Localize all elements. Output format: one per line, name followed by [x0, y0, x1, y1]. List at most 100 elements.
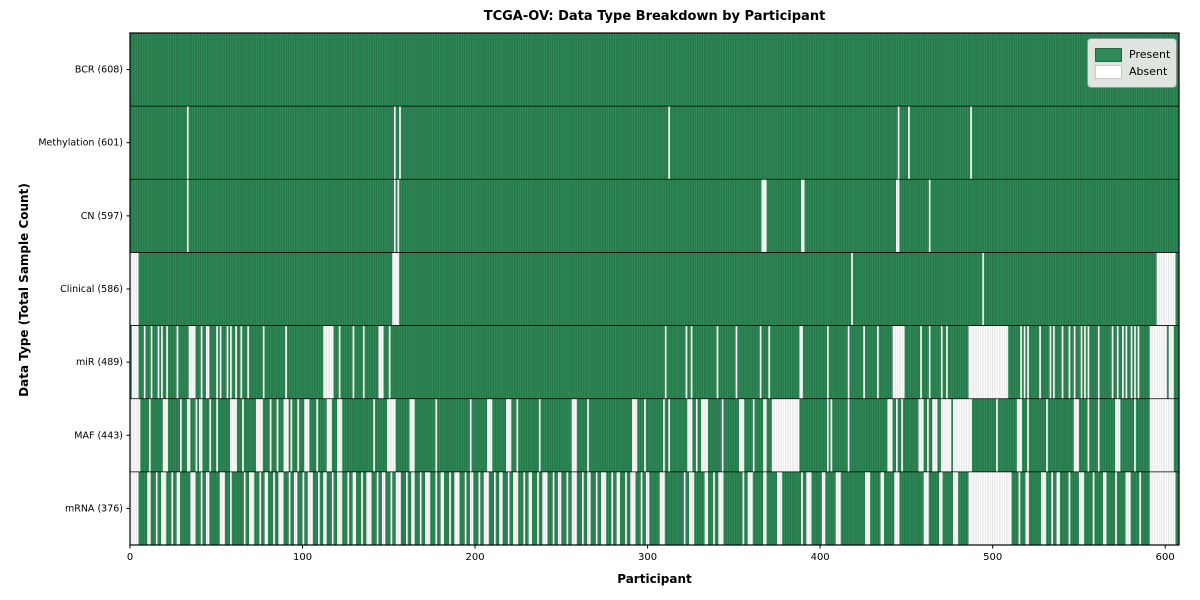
absent-run-MAF: [506, 398, 512, 472]
absent-run-mRNA: [419, 471, 422, 545]
absent-run-miR: [892, 325, 905, 399]
absent-run-MAF: [469, 398, 472, 472]
absent-run-MAF: [901, 398, 903, 472]
x-tick-label: 0: [127, 552, 133, 563]
absent-run-MAF: [1046, 398, 1048, 472]
absent-run-mRNA: [507, 471, 510, 545]
absent-run-miR: [1049, 325, 1052, 399]
absent-run-mRNA: [318, 471, 320, 545]
absent-run-miR: [863, 325, 865, 399]
absent-run-CN: [801, 179, 805, 253]
absent-run-MAF: [739, 398, 745, 472]
absent-run-mRNA: [645, 471, 650, 545]
absent-run-CN: [186, 179, 189, 253]
x-tick-label: 300: [638, 552, 657, 563]
absent-run-miR: [1111, 325, 1114, 399]
absent-run-miR: [262, 325, 265, 399]
legend-label: Absent: [1129, 65, 1168, 78]
absent-run-mRNA: [469, 471, 474, 545]
absent-run-MAF: [255, 398, 263, 472]
absent-run-MAF: [644, 398, 646, 472]
absent-run-mRNA: [483, 471, 489, 545]
chart-title: TCGA-OV: Data Type Breakdown by Particip…: [483, 9, 826, 24]
x-tick-label: 100: [293, 552, 312, 563]
absent-run-mRNA: [249, 471, 255, 545]
absent-run-mRNA: [264, 471, 269, 545]
absent-run-mRNA: [806, 471, 812, 545]
absent-run-MAF: [1149, 398, 1174, 472]
absent-run-mRNA: [381, 471, 386, 545]
absent-run-miR: [1149, 325, 1167, 399]
absent-run-mRNA: [499, 471, 503, 545]
absent-run-MAF: [668, 398, 671, 472]
legend-entry-absent: Absent: [1095, 64, 1168, 79]
absent-run-CN: [761, 179, 767, 253]
y-tick-label-miR: miR (489): [76, 357, 123, 368]
absent-run-mRNA: [478, 471, 481, 545]
absent-run-miR: [240, 325, 243, 399]
x-tick-label: 500: [983, 552, 1002, 563]
absent-run-CN: [928, 179, 931, 253]
absent-run-MAF: [316, 398, 319, 472]
absent-run-MAF: [297, 398, 300, 472]
y-tick-label-CN: CN (597): [81, 211, 123, 222]
absent-run-miR: [768, 325, 771, 399]
absent-run-mRNA: [566, 471, 569, 545]
y-tick-label-Methylation: Methylation (601): [38, 138, 123, 149]
absent-run-mRNA: [464, 471, 467, 545]
absent-run-miR: [735, 325, 738, 399]
absent-run-miR: [362, 325, 365, 399]
absent-run-miR: [1125, 325, 1128, 399]
legend-label: Present: [1129, 48, 1171, 61]
absent-run-Methylation: [393, 106, 396, 180]
absent-run-mRNA: [205, 471, 210, 545]
absent-run-MAF: [148, 398, 151, 472]
absent-run-mRNA: [130, 471, 139, 545]
absent-run-mRNA: [302, 471, 305, 545]
absent-run-mRNA: [449, 471, 451, 545]
absent-run-MAF: [216, 398, 218, 472]
absent-run-CN: [397, 179, 400, 253]
absent-run-mRNA: [411, 471, 415, 545]
absent-run-mRNA: [323, 471, 327, 545]
absent-run-MAF: [538, 398, 541, 472]
y-tick-label-mRNA: mRNA (376): [65, 503, 123, 514]
x-tick-label: 200: [466, 552, 485, 563]
absent-run-MAF: [242, 398, 244, 472]
absent-run-mRNA: [763, 471, 767, 545]
absent-run-mRNA: [1125, 471, 1131, 545]
absent-run-MAF: [896, 398, 898, 472]
absent-run-Clinical: [851, 252, 853, 326]
absent-run-mRNA: [425, 471, 431, 545]
absent-run-MAF: [435, 398, 438, 472]
absent-run-MAF: [632, 398, 638, 472]
absent-run-MAF: [487, 398, 493, 472]
absent-run-MAF: [830, 398, 833, 472]
x-axis-label: Participant: [617, 572, 692, 586]
absent-run-mRNA: [689, 471, 695, 545]
absent-run-MAF: [663, 398, 665, 472]
absent-run-Methylation: [668, 106, 671, 180]
absent-run-miR: [338, 325, 341, 399]
absent-run-MAF: [130, 398, 141, 472]
absent-run-miR: [131, 325, 139, 399]
absent-run-mRNA: [571, 471, 577, 545]
absent-run-miR: [1087, 325, 1090, 399]
absent-run-mRNA: [200, 471, 203, 545]
absent-run-miR: [716, 325, 719, 399]
absent-run-miR: [200, 325, 203, 399]
absent-run-mRNA: [1018, 471, 1021, 545]
absent-run-mRNA: [801, 471, 803, 545]
absent-run-mRNA: [361, 471, 363, 545]
absent-run-miR: [920, 325, 922, 399]
absent-run-miR: [157, 325, 160, 399]
absent-run-mRNA: [273, 471, 275, 545]
absent-run-miR: [235, 325, 237, 399]
absent-run-mRNA: [1040, 471, 1047, 545]
absent-run-mRNA: [659, 471, 665, 545]
absent-run-miR: [226, 325, 229, 399]
absent-run-mRNA: [288, 471, 291, 545]
absent-run-mRNA: [616, 471, 620, 545]
absent-run-MAF: [304, 398, 310, 472]
absent-run-MAF: [283, 398, 289, 472]
